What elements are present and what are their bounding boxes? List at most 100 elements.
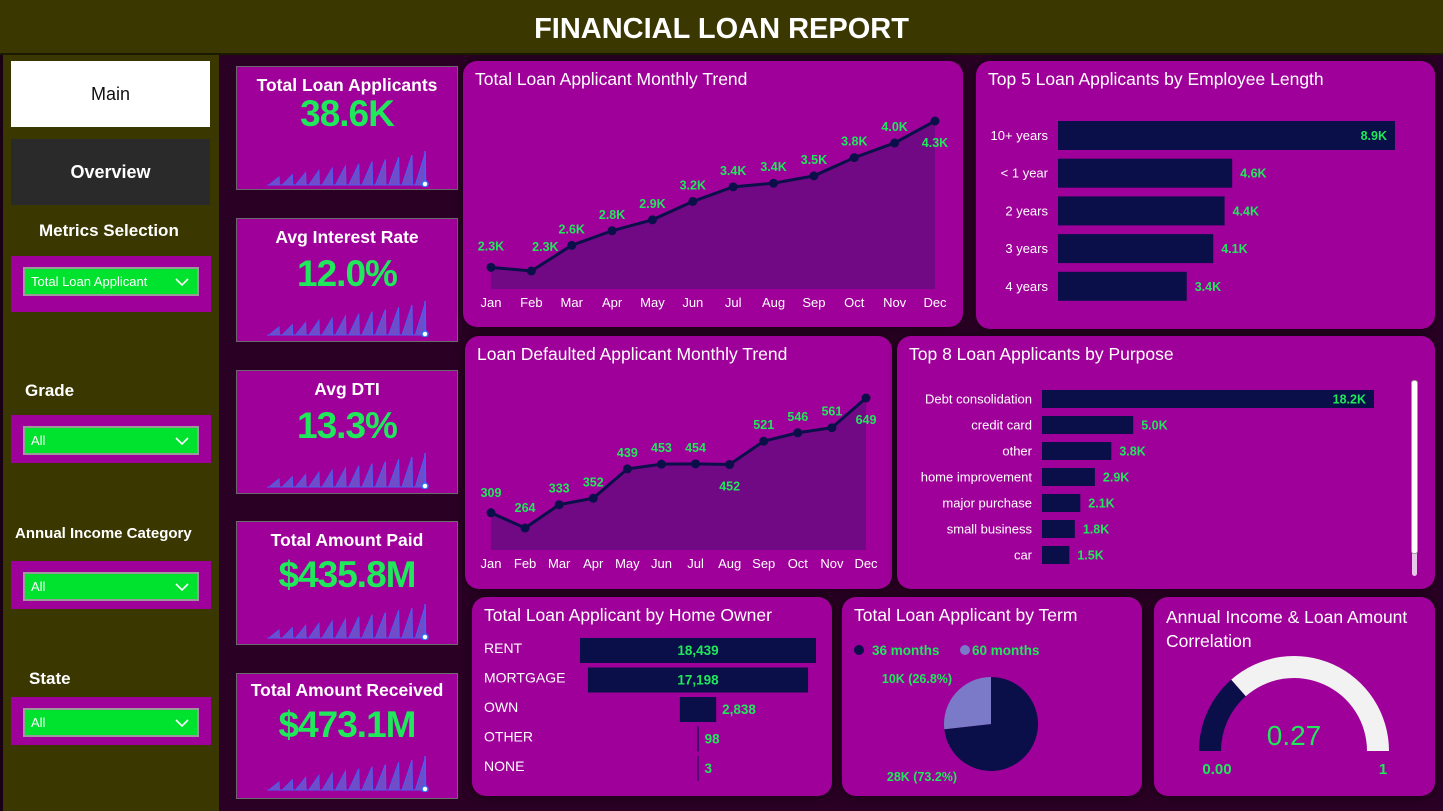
x-tick-label: Nov (883, 295, 907, 310)
state-dropdown-value: All (31, 715, 46, 730)
data-point (526, 266, 536, 276)
bar (1058, 271, 1187, 301)
bar (1042, 416, 1134, 434)
default-trend-chart: 309 Jan 264 Feb 333 Mar 352 Apr 439 May 453 Jun 454 J… (481, 393, 878, 571)
correlation-card[interactable]: Annual Income & Loan Amount Correlation … (1154, 597, 1435, 796)
x-tick-label: Apr (583, 556, 604, 571)
data-label: 3.4K (760, 160, 786, 174)
metrics-dropdown-value: Total Loan Applicant (31, 274, 148, 289)
x-tick-label: Aug (762, 295, 785, 310)
x-tick-label: Aug (718, 556, 741, 571)
data-label: 3.4K (720, 164, 746, 178)
data-point (725, 460, 735, 470)
scrollbar-thumb[interactable] (1411, 380, 1418, 554)
sparkline-area (267, 302, 427, 336)
state-slicer-box: All (11, 697, 211, 745)
kpi-title: Avg Interest Rate (275, 227, 419, 247)
kpi-card-total-applicants[interactable]: Total Loan Applicants 38.6K (236, 66, 458, 190)
data-point (656, 459, 666, 469)
category-label: major purchase (942, 496, 1032, 511)
data-label: 2.9K (639, 197, 665, 211)
kpi-sparkline (267, 604, 429, 640)
sparkline-area (267, 152, 427, 186)
bar-value-label: 2,838 (722, 702, 756, 717)
data-label: 3.2K (680, 178, 706, 192)
bar-value-label: 5.0K (1141, 419, 1167, 433)
series-area (491, 398, 866, 550)
emp-length-card[interactable]: Top 5 Loan Applicants by Employee Length… (976, 61, 1435, 329)
data-point (759, 436, 769, 446)
pie-label: 10K (26.8%) (882, 672, 952, 686)
income-dropdown[interactable]: All (23, 572, 199, 601)
x-tick-label: Jan (481, 295, 502, 310)
data-label: 454 (685, 441, 706, 455)
scrollbar-track[interactable] (1411, 380, 1418, 576)
main-page-button[interactable]: Main (11, 61, 210, 127)
bar-value-label: 18.2K (1333, 393, 1366, 407)
kpi-card-amount-paid[interactable]: Total Amount Paid $435.8M (236, 521, 458, 645)
data-point (520, 523, 530, 533)
category-label: < 1 year (1001, 166, 1049, 181)
state-dropdown[interactable]: All (23, 708, 199, 737)
legend-label: 60 months (972, 643, 1040, 658)
grade-slicer-box: All (11, 415, 211, 463)
data-point (688, 196, 698, 206)
x-tick-label: Feb (520, 295, 542, 310)
chart-title: Total Loan Applicant Monthly Trend (475, 69, 748, 89)
state-label: State (29, 669, 71, 688)
purpose-card[interactable]: Top 8 Loan Applicants by Purpose Debt co… (897, 336, 1435, 589)
x-tick-label: Mar (548, 556, 571, 571)
metrics-dropdown[interactable]: Total Loan Applicant (23, 267, 199, 296)
chevron-down-icon (175, 277, 189, 286)
purpose-chart: Debt consolidation 18.2K credit card 5.0K ot… (921, 390, 1374, 564)
sparkline-area (267, 605, 427, 639)
kpi-card-avg-interest[interactable]: Avg Interest Rate 12.0% (236, 218, 458, 342)
bar (697, 756, 699, 781)
data-label: 453 (651, 441, 672, 455)
kpi-value: 38.6K (300, 93, 395, 134)
legend-marker (960, 645, 970, 655)
category-label: credit card (971, 418, 1032, 433)
bar-value-label: 1.8K (1083, 523, 1109, 537)
term-card[interactable]: Total Loan Applicant by Term 36 months 60… (842, 597, 1142, 796)
bar-value-label: 98 (705, 732, 721, 747)
x-tick-label: Jul (725, 295, 742, 310)
chart-title: Top 8 Loan Applicants by Purpose (909, 344, 1174, 364)
bar (1058, 158, 1233, 188)
x-tick-label: Oct (788, 556, 809, 571)
data-point (622, 464, 632, 474)
chart-title: Total Loan Applicant by Home Owner (484, 605, 772, 625)
category-label: 3 years (1005, 241, 1048, 256)
sparkline-point (421, 633, 429, 640)
grade-dropdown[interactable]: All (23, 426, 199, 455)
monthly-trend-card[interactable]: Total Loan Applicant Monthly Trend 2.3K J… (463, 61, 963, 327)
data-point (691, 459, 701, 469)
x-tick-label: May (615, 556, 640, 571)
x-tick-label: May (640, 295, 665, 310)
kpi-card-avg-dti[interactable]: Avg DTI 13.3% (236, 370, 458, 494)
data-label: 333 (549, 482, 570, 496)
bar (580, 638, 816, 663)
category-label: car (1014, 548, 1033, 563)
category-label: Debt consolidation (925, 392, 1032, 407)
data-label: 2.3K (532, 240, 558, 254)
sparkline-point (421, 330, 429, 337)
default-trend-card[interactable]: Loan Defaulted Applicant Monthly Trend 3… (465, 336, 892, 589)
home-owner-card[interactable]: Total Loan Applicant by Home Owner RENT 1… (472, 597, 832, 796)
data-label: 452 (719, 480, 740, 494)
data-point (849, 153, 859, 163)
category-label: 2 years (1005, 203, 1048, 218)
x-tick-label: Sep (802, 295, 825, 310)
bar (1058, 234, 1214, 264)
data-point (861, 393, 871, 403)
bar (1058, 121, 1395, 150)
category-label: OWN (484, 699, 518, 715)
kpi-card-amount-received[interactable]: Total Amount Received $473.1M (236, 673, 458, 799)
bar (679, 697, 717, 722)
metrics-selection-label: Metrics Selection (39, 221, 179, 240)
x-tick-label: Sep (752, 556, 775, 571)
x-tick-label: Jul (687, 556, 704, 571)
x-tick-label: Jun (651, 556, 672, 571)
data-point (567, 240, 577, 250)
overview-page-button[interactable]: Overview (11, 139, 210, 205)
